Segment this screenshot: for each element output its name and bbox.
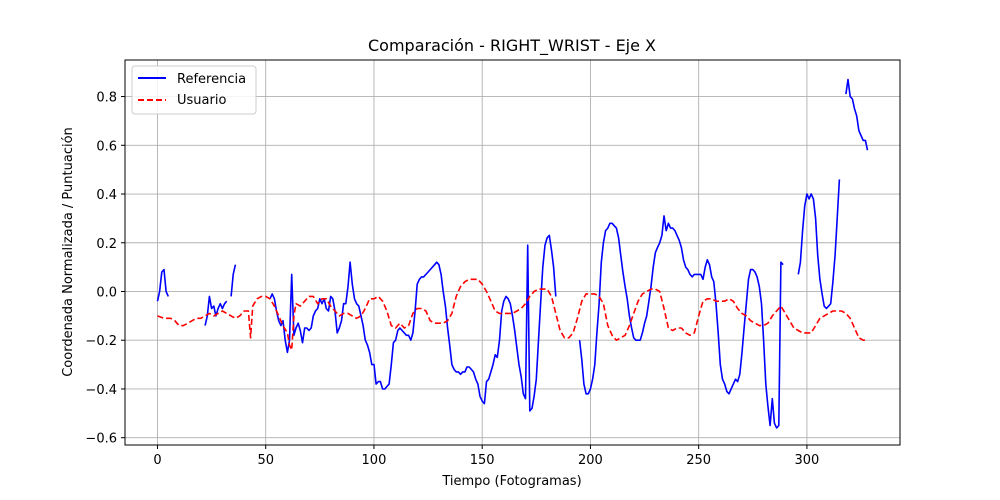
x-tick-label: 0 <box>153 453 161 468</box>
series-line-usuario <box>157 278 868 351</box>
y-tick-label: 0.8 <box>96 91 117 106</box>
axis-ticks: 0 50 100 150 200 250 300 −0.6 −0.4 −0.2 0.0 0.2 0.4 0… <box>85 91 819 468</box>
y-tick-label: −0.6 <box>85 432 117 447</box>
series-line-referencia <box>204 295 228 326</box>
plot-frame <box>124 59 901 446</box>
grid <box>125 60 900 445</box>
x-tick-label: 200 <box>578 453 603 468</box>
legend-label-usuario: Usuario <box>177 93 226 108</box>
y-tick-label: 0.6 <box>96 139 117 154</box>
series-line-referencia <box>797 179 841 310</box>
x-tick-label: 100 <box>362 453 387 468</box>
series-usuario <box>157 278 868 351</box>
x-tick-label: 150 <box>470 453 495 468</box>
x-tick-label: 250 <box>686 453 711 468</box>
series-line-referencia <box>230 264 237 297</box>
x-tick-label: 50 <box>257 453 274 468</box>
legend: Referencia Usuario <box>131 65 257 115</box>
series-lines <box>156 78 869 429</box>
x-axis-label: Tiempo (Fotogramas) <box>441 474 581 489</box>
series-referencia <box>156 78 869 429</box>
y-tick-label: 0.4 <box>96 188 117 203</box>
y-tick-label: −0.2 <box>85 334 117 349</box>
series-line-referencia <box>578 215 784 429</box>
series-line-referencia <box>269 234 557 412</box>
legend-label-referencia: Referencia <box>177 72 246 87</box>
y-axis-label: Coordenada Normalizada / Puntuación <box>61 127 76 377</box>
x-tick-label: 300 <box>794 453 819 468</box>
series-line-referencia <box>845 78 869 151</box>
series-line-referencia <box>156 268 170 302</box>
y-tick-label: 0.0 <box>96 285 117 300</box>
chart-title: Comparación - RIGHT_WRIST - Eje X <box>368 36 656 56</box>
y-tick-label: 0.2 <box>96 237 117 252</box>
y-tick-label: −0.4 <box>85 383 117 398</box>
